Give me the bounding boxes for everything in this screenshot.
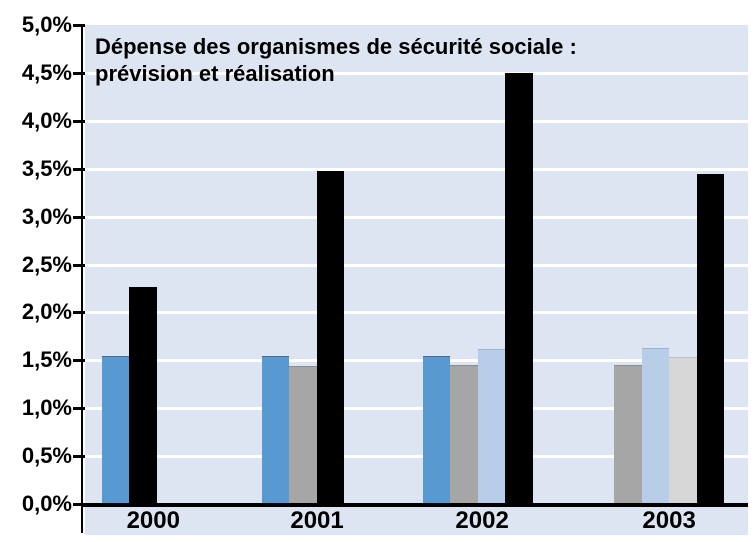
barre-bleu-clair-2003 xyxy=(641,347,670,504)
bar-group-2003 xyxy=(582,25,748,504)
y-tick-label: 1,5% xyxy=(21,347,72,373)
y-tick-mark xyxy=(73,119,85,123)
barre-bleue-2000 xyxy=(101,355,130,504)
gridline xyxy=(85,119,748,123)
x-tick-label-2000: 2000 xyxy=(126,507,180,534)
gridline xyxy=(85,263,748,267)
barre-bleu-clair-2002 xyxy=(477,348,506,504)
gridline xyxy=(85,359,748,363)
y-tick-mark xyxy=(73,503,85,506)
y-tick-label: 4,5% xyxy=(21,59,72,85)
y-tick-label: 0,0% xyxy=(21,491,72,516)
gridline xyxy=(85,71,748,75)
chart-title-line2: prévision et réalisation xyxy=(95,61,335,86)
plot-area: Dépense des organismes de sécurité socia… xyxy=(85,25,748,504)
barre-noire-2002 xyxy=(505,72,533,504)
x-tick-label-2001: 2001 xyxy=(290,507,344,534)
barre-grise-2001 xyxy=(289,366,317,504)
gridline xyxy=(85,311,748,315)
gridline xyxy=(85,167,748,171)
y-tick-label: 1,0% xyxy=(21,395,72,421)
y-tick-mark xyxy=(73,359,85,363)
chart-title: Dépense des organismes de sécurité socia… xyxy=(95,33,577,87)
barre-noire-2001 xyxy=(316,170,345,504)
barre-bleue-2001 xyxy=(261,355,290,504)
y-tick-mark xyxy=(73,455,85,459)
x-tick-label-2002: 2002 xyxy=(455,507,509,534)
y-tick-mark xyxy=(73,167,85,171)
y-tick-label: 3,0% xyxy=(21,203,72,229)
barre-noire-2003 xyxy=(696,173,725,504)
bar-group-2002 xyxy=(417,25,583,504)
y-tick-mark xyxy=(73,407,85,411)
y-tick-label: 5,0% xyxy=(21,12,72,37)
barre-gris-clair-2003 xyxy=(669,357,697,504)
x-axis-line xyxy=(81,503,748,507)
bar-group-2000 xyxy=(85,25,251,504)
barre-grise-2002 xyxy=(450,365,478,504)
y-tick-label: 2,0% xyxy=(21,299,72,325)
y-tick-mark xyxy=(73,263,85,267)
x-tick-label-2003: 2003 xyxy=(642,507,696,534)
gridline xyxy=(85,455,748,459)
y-tick-label: 0,5% xyxy=(21,443,72,469)
y-axis-spine xyxy=(81,25,83,533)
y-tick-mark xyxy=(73,24,85,27)
bar-group-2001 xyxy=(251,25,417,504)
gridline xyxy=(85,215,748,219)
y-tick-mark xyxy=(73,71,85,75)
x-axis-label-band: 2000 2001 2002 2003 xyxy=(85,507,748,535)
barre-bleue-2002 xyxy=(422,355,451,504)
y-tick-label: 4,0% xyxy=(21,107,72,133)
y-tick-mark xyxy=(73,311,85,315)
barre-noire-2000 xyxy=(129,286,157,504)
gridline xyxy=(85,407,748,411)
y-tick-mark xyxy=(73,215,85,219)
y-tick-label: 2,5% xyxy=(21,251,72,277)
chart-title-line1: Dépense des organismes de sécurité socia… xyxy=(95,34,577,59)
y-tick-label: 3,5% xyxy=(21,155,72,181)
barre-grise-2003 xyxy=(614,365,642,504)
